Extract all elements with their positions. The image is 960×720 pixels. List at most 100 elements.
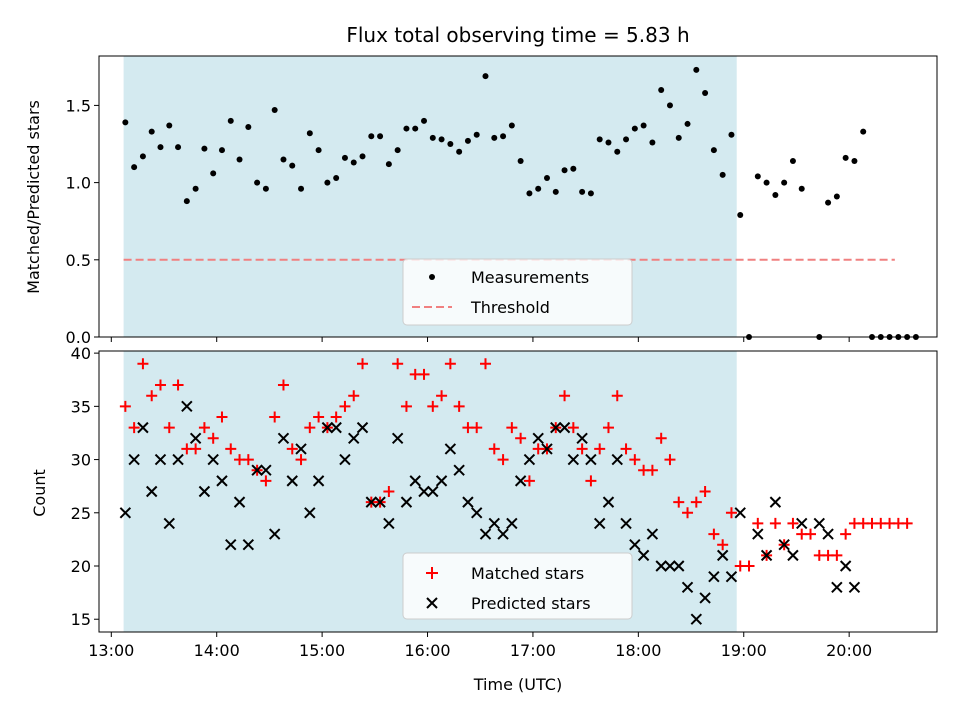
top-y-axis-ticks: 0.0 0.5 1.0 1.5 [66, 96, 99, 347]
predicted-point [752, 528, 764, 540]
predicted-point [225, 539, 237, 551]
measurement-point [341, 154, 348, 161]
legend-threshold-label: Threshold [470, 298, 550, 317]
matched-point [392, 358, 404, 370]
matched-point [163, 422, 175, 434]
matched-point [602, 422, 614, 434]
predicted-point [708, 570, 720, 583]
matched-point [313, 411, 325, 423]
predicted-stars-series [119, 400, 861, 625]
predicted-point [813, 517, 826, 530]
matched-point [708, 528, 720, 540]
legend-predicted-marker [426, 597, 438, 609]
matched-point [655, 432, 667, 444]
measurement-point [201, 145, 208, 152]
measurement-point [666, 102, 673, 109]
matched-point [242, 454, 254, 466]
predicted-point [646, 528, 659, 540]
matched-point [840, 528, 852, 540]
matched-point [260, 475, 272, 487]
measurement-point [702, 90, 709, 97]
measurement-point [684, 120, 691, 127]
measurement-point [605, 139, 612, 146]
predicted-point [444, 443, 457, 455]
predicted-point [787, 549, 799, 562]
matched-point [611, 390, 623, 402]
predicted-point [374, 496, 386, 508]
matched-point [559, 390, 571, 402]
predicted-point [550, 421, 562, 434]
top-legend-box [402, 258, 633, 326]
measurement-point [798, 185, 805, 192]
y-tick-label: 1.5 [66, 96, 91, 115]
predicted-point [356, 421, 369, 434]
x-tick-label: 14:00 [194, 641, 240, 660]
measurement-point [377, 133, 384, 140]
matched-point [523, 475, 535, 487]
measurement-point [860, 128, 867, 135]
y-tick-label: 15 [71, 610, 91, 629]
x-tick-label: 19:00 [721, 641, 767, 660]
measurement-point [508, 122, 515, 129]
measurement-point [262, 185, 269, 192]
count-panel: 15 20 25 30 35 40 13:00 14:00 15:00 16:00 17:00 18… [30, 344, 938, 694]
predicted-point [216, 475, 228, 487]
measurement-point [587, 190, 594, 197]
measurement-point [210, 170, 217, 177]
predicted-point [251, 464, 263, 476]
matched-point [594, 443, 606, 455]
bottom-axes-frame [98, 350, 938, 633]
matched-point [339, 400, 351, 412]
measurement-point [491, 134, 498, 141]
measurement-point [675, 134, 682, 141]
bottom-y-axis-ticks: 15 20 25 30 35 40 [71, 344, 99, 629]
measurement-point [245, 124, 252, 131]
measurement-point [500, 133, 507, 140]
x-tick-label: 17:00 [510, 641, 556, 660]
measurement-point [710, 147, 717, 154]
matched-point [479, 358, 491, 370]
predicted-point [242, 539, 255, 551]
measurement-point [131, 164, 138, 171]
predicted-point [286, 475, 298, 487]
measurement-point [236, 156, 243, 163]
predicted-point [471, 507, 483, 519]
measurement-point [456, 148, 463, 155]
matched-point [769, 517, 781, 529]
matched-point [348, 390, 360, 402]
matched-point [137, 358, 149, 370]
legend-matched-marker [426, 567, 438, 579]
measurement-point [148, 128, 155, 135]
predicted-point [690, 613, 703, 625]
measurement-point [842, 154, 849, 161]
measurement-point [772, 191, 779, 198]
predicted-point [330, 421, 342, 434]
measurement-point [579, 188, 586, 195]
predicted-point [453, 464, 465, 476]
matched-point [506, 422, 518, 434]
measurement-point [385, 161, 392, 168]
matched-point [154, 379, 166, 391]
measurement-point [693, 66, 700, 73]
matched-point [673, 496, 685, 508]
legend-measurements-label: Measurements [471, 268, 589, 287]
matched-point [646, 464, 658, 476]
predicted-point [418, 485, 430, 498]
measurement-point [789, 157, 796, 164]
predicted-point [198, 485, 211, 498]
measurement-point [227, 117, 234, 124]
matched-point [664, 454, 676, 466]
predicted-point [585, 453, 597, 466]
predicted-point [427, 485, 439, 498]
legend-matched-label: Matched stars [471, 564, 584, 583]
measurement-point [157, 144, 164, 151]
predicted-point [260, 464, 272, 476]
predicted-point [620, 517, 632, 530]
y-tick-label: 0.5 [66, 251, 91, 270]
measurement-point [139, 153, 146, 160]
matched-point [717, 539, 729, 551]
measurement-point [561, 167, 568, 174]
predicted-point [796, 517, 808, 530]
matched-point [743, 560, 755, 572]
